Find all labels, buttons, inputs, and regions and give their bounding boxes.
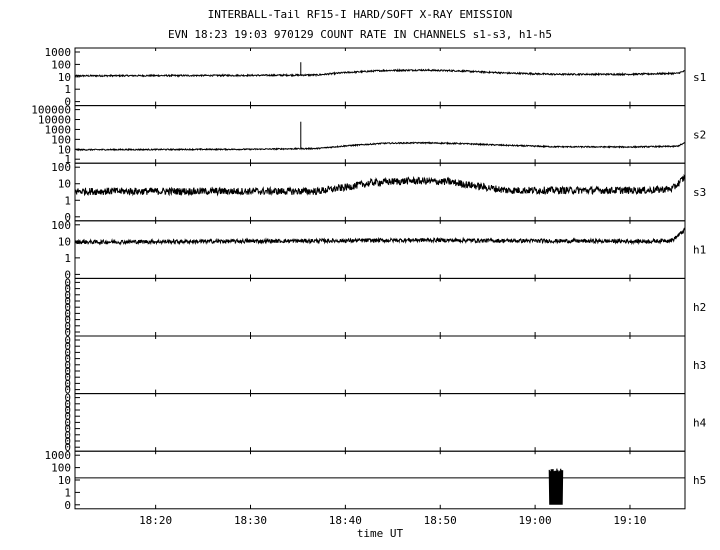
y-tick-label-h4: 0 — [64, 392, 71, 405]
x-tick-label: 18:30 — [234, 514, 267, 527]
x-tick-label: 18:20 — [139, 514, 172, 527]
y-tick-label-h4: 0 — [64, 435, 71, 448]
y-tick-label-h1: 0 — [64, 268, 71, 281]
series-line-s3 — [74, 173, 686, 197]
channel-label-h4: h4 — [693, 416, 707, 429]
y-tick-label-s2: 1 — [64, 153, 71, 166]
y-tick-label-h2: 0 — [64, 320, 71, 333]
channel-label-s3: s3 — [693, 186, 706, 199]
y-tick-label-s2: 100000 — [31, 104, 71, 117]
panel-frame-h4 — [74, 393, 686, 452]
y-tick-label-h5: 1000 — [45, 449, 72, 462]
channel-label-h1: h1 — [693, 244, 706, 257]
y-tick-label-h3: 0 — [64, 384, 71, 397]
y-tick-label-s2: 10000 — [38, 114, 71, 127]
y-tick-label-h4: 0 — [64, 423, 71, 436]
channel-label-h3: h3 — [693, 359, 706, 372]
channel-label-s2: s2 — [693, 128, 706, 141]
y-tick-label-h3: 0 — [64, 371, 71, 384]
y-tick-label-h2: 0 — [64, 295, 71, 308]
y-tick-label-h4: 0 — [64, 398, 71, 411]
x-tick-label: 18:40 — [329, 514, 362, 527]
y-tick-label-h3: 0 — [64, 377, 71, 390]
x-tick-label: 18:50 — [424, 514, 457, 527]
y-tick-label-s2: 100 — [51, 133, 71, 146]
y-tick-label-s1: 100 — [51, 58, 71, 71]
x-tick-label: 19:10 — [613, 514, 646, 527]
y-tick-label-s1: 10 — [58, 71, 71, 84]
y-tick-label-h2: 0 — [64, 283, 71, 296]
y-tick-label-s3: 10 — [58, 178, 71, 191]
x-axis-label: time UT — [357, 527, 404, 540]
y-tick-label-h5: 0 — [64, 499, 71, 512]
y-tick-label-h4: 0 — [64, 429, 71, 442]
y-tick-label-h4: 0 — [64, 416, 71, 429]
y-tick-label-h5: 1 — [64, 486, 71, 499]
panel-frame-h3 — [74, 335, 686, 395]
y-tick-label-h2: 0 — [64, 301, 71, 314]
chart-subtitle: EVN 18:23 19:03 970129 COUNT RATE IN CHA… — [167, 28, 553, 41]
y-tick-label-s1: 0 — [64, 96, 71, 109]
y-tick-label-s3: 0 — [64, 211, 71, 224]
y-tick-label-h4: 0 — [64, 410, 71, 423]
y-tick-label-h4: 0 — [64, 404, 71, 417]
y-tick-label-h1: 100 — [51, 219, 71, 232]
y-tick-label-h2: 0 — [64, 307, 71, 320]
y-tick-label-h3: 0 — [64, 359, 71, 372]
y-tick-label-h2: 0 — [64, 289, 71, 302]
series-line-s1 — [74, 68, 686, 78]
y-tick-label-h5: 10 — [58, 474, 71, 487]
panel-frame-h2 — [74, 277, 686, 337]
y-tick-label-h3: 0 — [64, 353, 71, 366]
panel-frame-h1 — [74, 220, 686, 279]
y-tick-label-h3: 0 — [64, 340, 71, 353]
burst-h5 — [548, 468, 564, 505]
y-tick-label-h3: 0 — [64, 346, 71, 359]
panel-frame-s1 — [74, 47, 686, 107]
channel-label-h5: h5 — [693, 474, 706, 487]
y-tick-label-s2: 1000 — [45, 123, 72, 136]
series-line-s2 — [74, 141, 686, 152]
y-tick-label-s3: 1 — [64, 194, 71, 207]
y-tick-label-s1: 1 — [64, 83, 71, 96]
y-tick-label-h5: 100 — [51, 462, 71, 475]
y-tick-label-h2: 0 — [64, 276, 71, 289]
y-tick-label-h4: 0 — [64, 441, 71, 454]
y-tick-label-h1: 10 — [58, 235, 71, 248]
series-line-h1 — [74, 227, 686, 246]
y-tick-label-h2: 0 — [64, 326, 71, 339]
y-tick-label-s3: 100 — [51, 161, 71, 174]
y-tick-label-h1: 1 — [64, 252, 71, 265]
y-tick-label-h2: 0 — [64, 314, 71, 327]
chart-title: INTERBALL-Tail RF15-I HARD/SOFT X-RAY EM… — [207, 8, 513, 21]
y-tick-label-s2: 10 — [58, 143, 71, 156]
channel-label-h2: h2 — [693, 301, 706, 314]
panel-frame-h5 — [74, 450, 686, 510]
y-tick-label-h3: 0 — [64, 365, 71, 378]
y-tick-label-s1: 1000 — [45, 46, 72, 59]
y-tick-label-h3: 0 — [64, 334, 71, 347]
panel-frame-s2 — [74, 105, 686, 164]
channel-label-s1: s1 — [693, 71, 706, 84]
x-tick-label: 19:00 — [519, 514, 552, 527]
